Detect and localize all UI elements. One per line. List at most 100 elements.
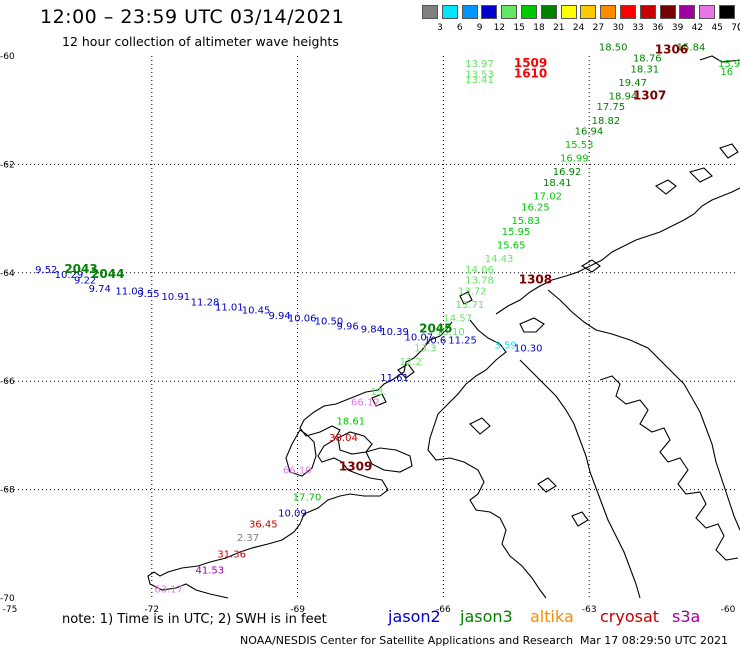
footer-note: note: 1) Time is in UTC; 2) SWH is in fe… (62, 612, 327, 627)
legend-swatch-12 (481, 5, 498, 19)
legend-label-36: 36 (652, 23, 664, 33)
satellite-altika: altika (530, 607, 574, 626)
islet-8 (719, 143, 739, 159)
pass-number-label: 2043 (64, 262, 97, 276)
wave-height-label: 18.31 (631, 64, 660, 75)
wave-height-label: 18.41 (543, 178, 572, 189)
wave-height-label: 10.29 (55, 270, 84, 281)
legend-label-12: 12 (493, 23, 506, 33)
ice-shelf-lobes (599, 375, 739, 561)
legend-swatch-45 (699, 5, 716, 19)
pass-number-label: 1309 (339, 460, 372, 474)
legend-swatch-9 (461, 5, 478, 19)
wave-height-label: 10.6 (424, 335, 446, 346)
wave-height-label: 13.78 (465, 276, 494, 287)
weddell-coast (495, 187, 740, 315)
legend-label-9: 9 (476, 23, 483, 33)
legend-label-39: 39 (671, 23, 684, 33)
wave-height-label: 11.03 (115, 286, 144, 297)
islet-6 (654, 179, 677, 195)
peninsula-west-coast (147, 321, 453, 599)
y-tick-label: -68 (0, 486, 15, 496)
legend-swatch-27 (580, 5, 597, 19)
wave-height-label: 9.96 (336, 322, 358, 333)
wave-height-label: 13. (371, 387, 387, 398)
wave-height-label: 17.75 (596, 102, 625, 113)
legend-swatch-18 (521, 5, 537, 19)
wave-height-label: 14.06 (465, 265, 494, 276)
pass-number-label: 1307 (633, 88, 666, 102)
legend-swatch-15 (501, 5, 518, 19)
wave-height-label: 15.84 (677, 43, 706, 54)
pass-number-label: 1610 (514, 67, 547, 81)
wave-height-label: 66.10 (283, 465, 312, 476)
wave-height-label: 11.28 (191, 297, 220, 308)
wave-height-label: 10.30 (514, 343, 543, 354)
legend-label-70: 70 (731, 23, 740, 33)
wave-height-label: 13.3 (414, 343, 436, 354)
x-tick-label: -60 (721, 605, 736, 615)
islet-3 (459, 291, 473, 305)
wave-height-label: 11.25 (448, 335, 477, 346)
adelaide-island (337, 431, 373, 455)
wave-height-label: 15.53 (565, 140, 594, 151)
wave-height-label: 16.99 (560, 154, 589, 165)
satellite-s3a: s3a (672, 607, 701, 626)
wave-height-label: 11.01 (215, 303, 244, 314)
legend-label-30: 30 (612, 23, 624, 33)
wave-height-label: 9.55 (137, 289, 159, 300)
wave-height-label: 12.2 (400, 357, 422, 368)
peninsula-east-coast (427, 319, 547, 599)
legend-label-42: 42 (691, 23, 704, 33)
islet-12 (699, 55, 740, 63)
legend-swatch-3 (422, 5, 438, 19)
wave-height-label: 66.12 (351, 398, 380, 409)
y-tick-label: -66 (0, 377, 15, 387)
satellite-jason3: jason3 (460, 607, 513, 626)
x-tick-label: -66 (436, 605, 451, 615)
wave-height-label: 10.06 (288, 314, 317, 325)
wave-height-label: 41.53 (196, 566, 225, 577)
wave-height-label: 13.72 (458, 286, 487, 297)
wave-height-label: 16.94 (575, 127, 604, 138)
legend-label-6: 6 (456, 23, 463, 33)
islet-2 (371, 393, 387, 407)
axis-tick-labels: -75 -72 -69 -66 -63 -60 -60 -62 -64 -66 -68 -70 (0, 52, 736, 615)
x-tick-label: -69 (290, 605, 305, 615)
pass-number-label: 1306 (655, 42, 688, 56)
satellite-jason2: jason2 (388, 607, 441, 626)
wave-height-label: 16.92 (553, 167, 582, 178)
legend-swatch-70 (719, 5, 735, 19)
wave-height-label: 10.91 (162, 292, 191, 303)
legend-label-15: 15 (513, 23, 525, 33)
wave-height-label: 19.47 (618, 78, 647, 89)
wave-height-label: 13.71 (456, 300, 485, 311)
legend-label-3: 3 (437, 23, 443, 33)
pass-number-label: 2044 (91, 267, 124, 281)
legend-swatch-33 (620, 5, 636, 19)
wave-height-label: 3.59 (494, 341, 516, 352)
wave-height-label: 2.37 (237, 533, 259, 544)
ice-shelf-edge (547, 289, 740, 531)
islet-9 (469, 417, 491, 435)
wave-height-label: 18.94 (609, 91, 638, 102)
legend-swatch-24 (560, 5, 577, 19)
larsen-island-1 (365, 447, 413, 473)
x-tick-label: -63 (582, 605, 597, 615)
wave-height-label: 14.57 (443, 314, 472, 325)
legend-label-21: 21 (553, 23, 565, 33)
wave-height-label: 16.25 (521, 202, 550, 213)
wave-height-label: 31.36 (217, 549, 246, 560)
wave-height-label: 18.61 (336, 417, 365, 428)
wave-height-label: 16 (720, 67, 733, 78)
pass-number-label: 1509 (514, 56, 547, 70)
ice-shelf-inner (519, 359, 641, 599)
wave-height-label: 9.74 (89, 284, 111, 295)
legend-label-45: 45 (711, 23, 723, 33)
y-tick-label: -64 (0, 269, 15, 279)
wave-height-label: 9.84 (361, 324, 383, 335)
generated-timestamp: Mar 17 08:29:50 UTC 2021 (580, 634, 728, 647)
legend-swatch-42 (679, 5, 696, 19)
wave-height-label: 17.02 (533, 192, 562, 203)
